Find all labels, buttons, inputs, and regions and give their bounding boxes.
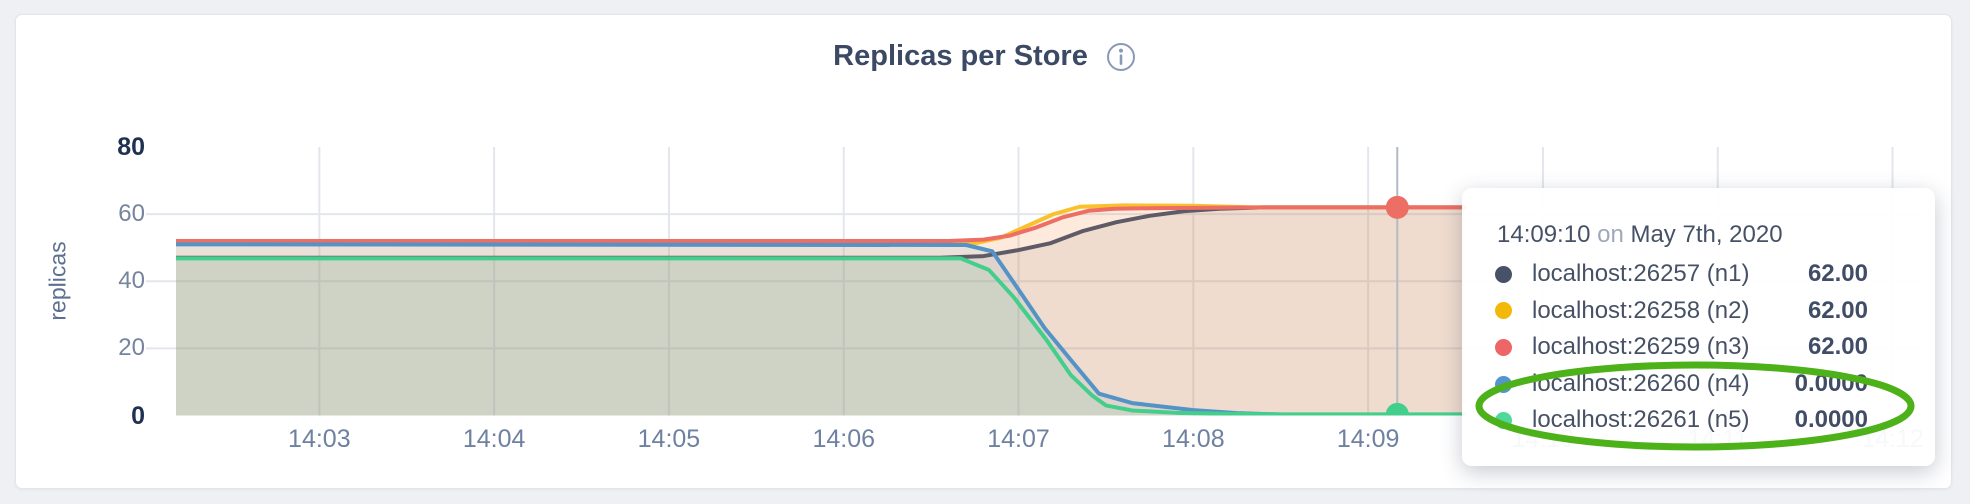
tooltip-rows: localhost:26257 (n1) 62.00 localhost:26258…	[1495, 256, 1868, 439]
tooltip-row-label: localhost:26259 (n3)	[1532, 333, 1750, 361]
series-color-dot	[1495, 412, 1512, 430]
tooltip-date: May 7th, 2020	[1630, 221, 1783, 248]
tooltip-row-label: localhost:26261 (n5)	[1532, 406, 1750, 434]
tooltip-row-value: 0.0000	[1794, 369, 1868, 397]
tooltip-row-label: localhost:26257 (n1)	[1532, 260, 1750, 287]
y-tick-60: 60	[118, 200, 145, 228]
tooltip-row-1: localhost:26257 (n1) 62.00	[1495, 256, 1868, 293]
y-tick-20: 20	[118, 334, 145, 362]
x-tick-14:05: 14:05	[637, 425, 701, 453]
tooltip-row-2: localhost:26258 (n2) 62.00	[1495, 293, 1868, 330]
x-tick-14:06: 14:06	[812, 425, 876, 453]
y-tick-80: 80	[117, 133, 145, 161]
tooltip-row-4: localhost:26260 (n4) 0.0000	[1495, 366, 1868, 403]
x-tick-14:03: 14:03	[288, 425, 351, 453]
series-color-dot	[1495, 338, 1512, 356]
tooltip-time: 14:09:10	[1497, 221, 1591, 248]
x-tick-14:04: 14:04	[462, 425, 526, 453]
series-color-dot	[1495, 302, 1512, 320]
tooltip-row-value: 62.00	[1807, 333, 1868, 361]
tooltip-timestamp: 14:09:10 on May 7th, 2020	[1495, 216, 1868, 253]
info-icon[interactable]	[1105, 41, 1137, 73]
x-tick-14:08: 14:08	[1162, 425, 1225, 453]
y-tick-40: 40	[118, 267, 145, 295]
tooltip-row-value: 0.0000	[1794, 406, 1868, 434]
x-tick-14:09: 14:09	[1336, 425, 1400, 453]
tooltip-row-value: 62.00	[1807, 260, 1868, 287]
y-axis-title: replicas	[44, 241, 71, 321]
y-tick-0: 0	[131, 401, 145, 430]
tooltip-row-5: localhost:26261 (n5) 0.0000	[1495, 402, 1868, 439]
tooltip-row-label: localhost:26260 (n4)	[1532, 369, 1750, 397]
tooltip-row-value: 62.00	[1807, 296, 1868, 324]
chart-tooltip: 14:09:10 on May 7th, 2020 localhost:2625…	[1462, 188, 1935, 466]
tooltip-row-label: localhost:26258 (n2)	[1532, 296, 1750, 324]
chart-header: Replicas per Store	[0, 40, 1970, 73]
x-tick-14:07: 14:07	[987, 425, 1050, 453]
series-color-dot	[1495, 375, 1512, 393]
tooltip-connector: on	[1597, 221, 1624, 248]
chart-title: Replicas per Store	[833, 40, 1088, 72]
series-color-dot	[1495, 265, 1512, 283]
tooltip-row-3: localhost:26259 (n3) 62.00	[1495, 329, 1868, 366]
